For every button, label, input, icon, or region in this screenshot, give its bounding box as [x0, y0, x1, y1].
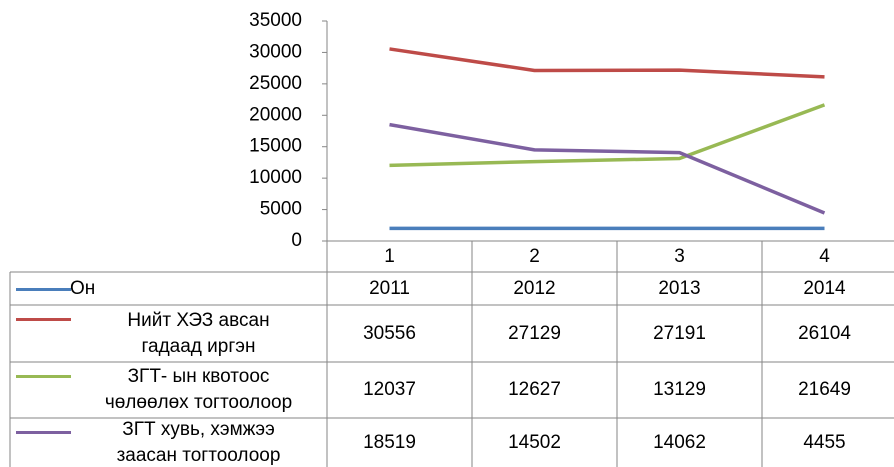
table-value: 26104	[798, 322, 851, 344]
series-line	[389, 47, 825, 79]
y-tick-label: 0	[291, 230, 302, 251]
table-value: 27191	[653, 322, 706, 344]
y-tick-label: 30000	[249, 41, 302, 62]
x-tick-label: 4	[819, 246, 830, 267]
table-value: 12627	[508, 379, 561, 400]
table-value: 30556	[363, 322, 416, 344]
table-value: 18519	[363, 431, 416, 453]
legend-key	[16, 287, 71, 291]
table-value: 2012	[513, 277, 556, 299]
table-value: 13129	[653, 379, 706, 400]
table-value: 2014	[803, 277, 846, 299]
y-tick-label: 10000	[249, 167, 302, 188]
table-value: 2013	[658, 277, 701, 299]
legend-key	[16, 375, 71, 378]
x-tick-label: 2	[529, 246, 540, 267]
y-tick-label: 15000	[249, 136, 302, 157]
y-tick-label: 35000	[249, 10, 302, 31]
x-tick-label: 1	[384, 246, 395, 267]
y-tick-label: 20000	[249, 104, 302, 125]
series-line	[389, 103, 826, 168]
x-tick-label: 3	[674, 246, 685, 267]
table-value: 14502	[508, 431, 561, 453]
y-tick-label: 25000	[249, 73, 302, 94]
table-value: 27129	[508, 322, 561, 344]
y-tick-label: 5000	[260, 199, 302, 220]
legend-label: Он	[70, 277, 96, 299]
legend-label: Нийт ХЭЗ авсан гадаад иргэн	[127, 309, 270, 357]
table-value: 4455	[803, 431, 846, 453]
table-value: 12037	[363, 379, 416, 400]
legend-key	[16, 431, 71, 434]
table-value: 21649	[798, 379, 851, 400]
legend-label: ЗГТ- ын квотоос чөлөөлөх тогтоолоор	[104, 366, 293, 413]
legend-label: ЗГТ хувь, хэмжээ заасан тогтоолоор	[116, 418, 281, 466]
series-line	[389, 122, 826, 215]
table-value: 14062	[653, 431, 706, 453]
table-value: 2011	[369, 277, 410, 299]
legend-key	[16, 318, 71, 321]
